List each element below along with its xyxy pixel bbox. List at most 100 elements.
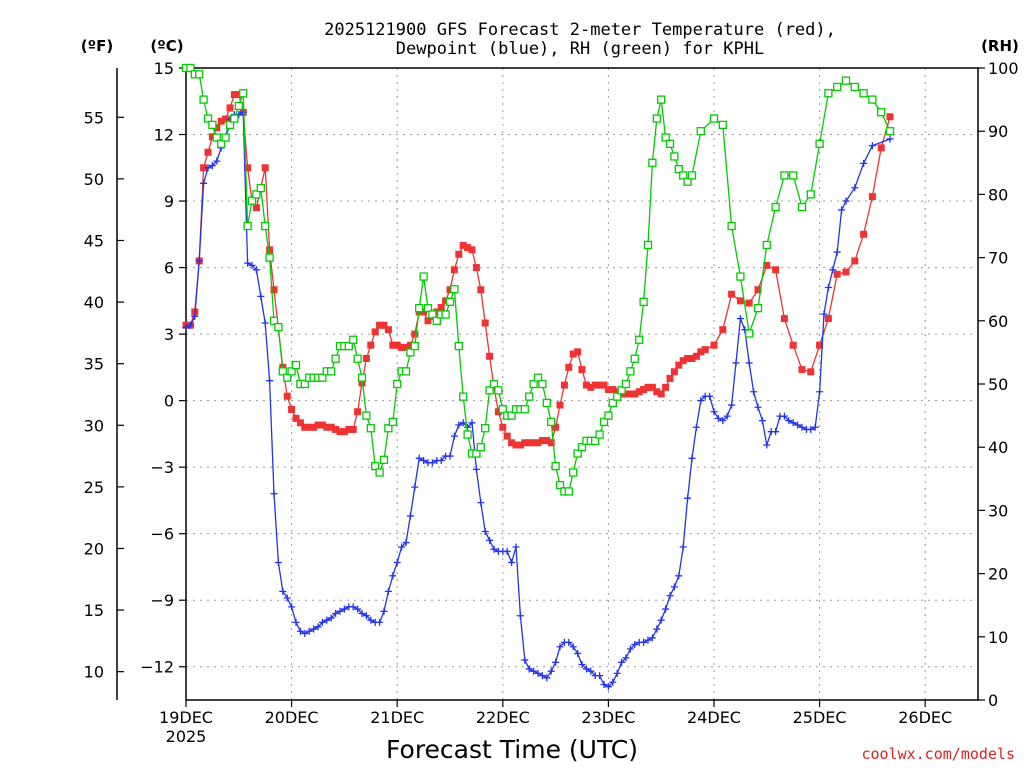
- temperature-point: [354, 408, 362, 416]
- celsius-tick-label: −12: [140, 658, 174, 677]
- dewpoint-point: [503, 547, 511, 555]
- dewpoint-point: [640, 638, 648, 646]
- temperature-point: [371, 328, 379, 336]
- temperature-point: [609, 386, 617, 394]
- rh-point: [353, 354, 362, 363]
- temperature-point: [596, 381, 604, 389]
- rh-point: [463, 430, 472, 439]
- dewpoint-point: [354, 605, 362, 613]
- dewpoint-point: [538, 672, 546, 680]
- temperature-point: [349, 425, 357, 433]
- chart-title-line-2: Dewpoint (blue), RH (green) for KPHL: [396, 39, 764, 59]
- dewpoint-point: [261, 319, 269, 327]
- temperature-point: [736, 297, 744, 305]
- temperature-point: [464, 244, 472, 252]
- temperature-point: [569, 350, 577, 358]
- dewpoint-point: [719, 417, 727, 425]
- rh-point: [362, 411, 371, 420]
- dewpoint-point: [266, 377, 274, 385]
- rh-point: [621, 379, 631, 389]
- temperature-point: [459, 241, 467, 249]
- rh-point: [547, 417, 556, 427]
- dewpoint-point: [195, 257, 203, 265]
- rh-point: [203, 114, 213, 123]
- dewpoint-point: [829, 266, 837, 274]
- rh-point: [648, 158, 657, 167]
- rh-point: [287, 367, 296, 376]
- dewpoint-point: [816, 388, 824, 396]
- celsius-tick-label: −3: [150, 458, 174, 477]
- fahrenheit-tick-label: 25: [84, 478, 104, 497]
- temperature-point: [807, 368, 815, 376]
- dewpoint-point: [468, 419, 476, 427]
- temperature-point: [230, 91, 238, 99]
- dewpoint-point: [644, 636, 652, 644]
- temperature-point: [538, 437, 546, 445]
- dewpoint-point: [340, 605, 348, 613]
- temperature-point: [662, 383, 670, 391]
- temperature-point: [525, 439, 533, 447]
- rh-point: [608, 398, 617, 408]
- dewpoint-point: [710, 408, 718, 416]
- rh-point: [885, 127, 895, 136]
- rh-point: [850, 82, 859, 92]
- temperature-point: [283, 392, 291, 400]
- rh-point: [569, 468, 578, 477]
- dewpoint-point: [481, 527, 489, 535]
- temperature-point: [222, 115, 230, 123]
- rh-point: [208, 120, 217, 130]
- temperature-point: [235, 91, 243, 99]
- rh-point: [234, 101, 243, 111]
- temperature-point: [420, 308, 428, 316]
- dewpoint-point: [490, 545, 498, 553]
- rh-point: [815, 139, 824, 148]
- temperature-point: [442, 297, 450, 305]
- dewpoint-point: [279, 587, 287, 595]
- rh-point: [564, 487, 573, 496]
- dewpoint-point: [732, 359, 740, 367]
- dewpoint-point: [556, 643, 564, 651]
- rh-point: [401, 367, 411, 376]
- temperature-point: [424, 317, 432, 325]
- rh-point: [291, 360, 301, 370]
- dewpoint-point: [851, 184, 859, 192]
- dewpoint-point: [552, 658, 560, 666]
- rh-point: [797, 202, 807, 212]
- dewpoint-point: [415, 454, 423, 462]
- temperature-point: [270, 286, 278, 294]
- dewpoint-point: [596, 672, 604, 680]
- temperature-point: [411, 330, 419, 338]
- rh-tick-label: 100: [988, 59, 1019, 78]
- dewpoint-point: [609, 678, 617, 686]
- temperature-point: [217, 117, 225, 125]
- temperature-point: [468, 246, 476, 254]
- temperature-point: [301, 423, 309, 431]
- temperature-point: [503, 432, 511, 440]
- rh-point: [419, 272, 428, 281]
- dewpoint-point: [327, 614, 335, 622]
- credit-text: coolwx.com/models: [861, 745, 1015, 763]
- series-dewpoint: [182, 108, 894, 691]
- temperature-point: [261, 164, 269, 172]
- dewpoint-point: [622, 654, 630, 662]
- rh-tick-label: 90: [988, 122, 1008, 141]
- rh-point: [745, 329, 754, 338]
- rh-point: [780, 171, 789, 180]
- x-axis-title: Forecast Time (UTC): [386, 735, 638, 764]
- rh-point: [217, 139, 226, 148]
- temperature-point: [521, 439, 529, 447]
- temperature-point: [481, 319, 489, 327]
- rh-point: [428, 310, 437, 319]
- temperature-point: [226, 104, 234, 112]
- rh-point: [639, 297, 648, 306]
- dewpoint-point: [534, 669, 542, 677]
- dewpoint-point: [578, 661, 586, 669]
- rh-point: [406, 348, 415, 357]
- rh-point: [256, 183, 265, 193]
- temperature-point: [552, 423, 560, 431]
- celsius-tick-label: 15: [154, 59, 174, 78]
- rh-point: [243, 221, 252, 231]
- temperature-point: [666, 374, 674, 382]
- dewpoint-point: [833, 248, 841, 256]
- dewpoint-point: [613, 669, 621, 677]
